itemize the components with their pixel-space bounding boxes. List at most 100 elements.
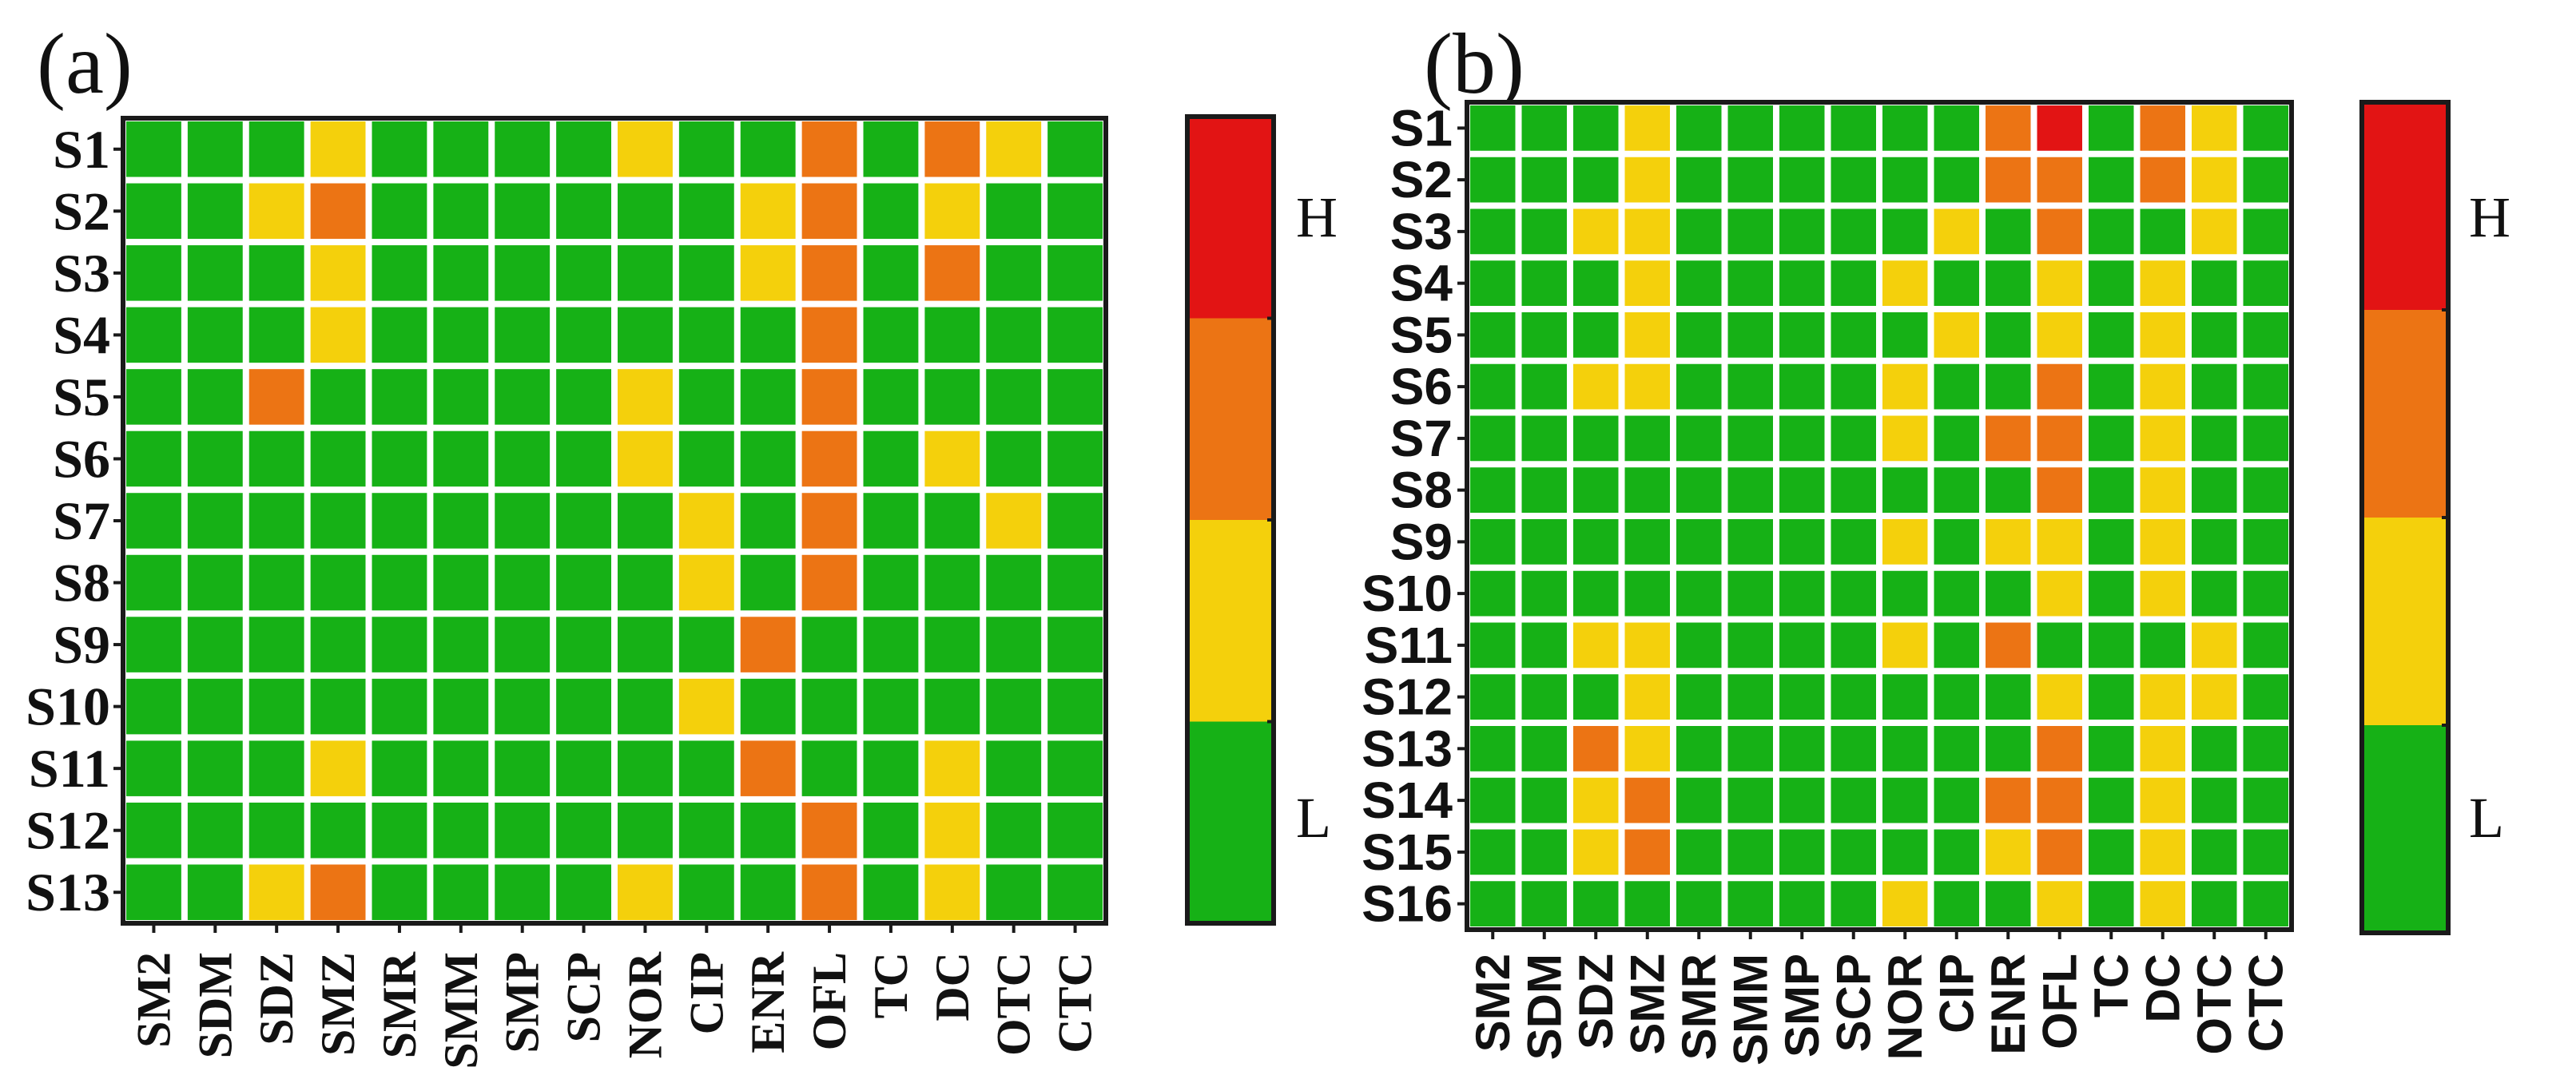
heatmap-cell bbox=[1779, 467, 1825, 513]
heatmap-cell bbox=[1047, 430, 1103, 487]
heatmap-cell bbox=[1986, 363, 2031, 410]
heatmap-cell bbox=[1470, 208, 1516, 255]
heatmap-cell bbox=[678, 430, 734, 487]
heatmap-cell bbox=[618, 430, 673, 487]
heatmap-cell bbox=[310, 802, 366, 859]
heatmap-cell bbox=[2243, 105, 2288, 151]
heatmap-cell bbox=[1727, 622, 1773, 668]
heatmap-cell bbox=[1047, 121, 1103, 177]
heatmap-cell bbox=[310, 554, 366, 611]
heatmap-cell bbox=[801, 864, 857, 920]
heatmap-cell bbox=[924, 307, 980, 363]
heatmap-cell bbox=[556, 678, 611, 735]
heatmap-cell bbox=[433, 183, 489, 240]
heatmap-cell bbox=[1727, 415, 1773, 462]
column-label: SMM bbox=[435, 952, 487, 1069]
heatmap-border bbox=[1465, 100, 2294, 932]
heatmap-cell bbox=[1779, 519, 1825, 565]
heatmap-cell bbox=[126, 554, 181, 611]
heatmap-cell bbox=[495, 121, 551, 177]
heatmap-cell bbox=[2243, 726, 2288, 772]
colorbar-high-label: H bbox=[2469, 185, 2510, 249]
heatmap-cell bbox=[924, 121, 980, 177]
heatmap-cell bbox=[2037, 881, 2082, 926]
heatmap-cell bbox=[986, 493, 1042, 549]
heatmap-cell bbox=[1470, 777, 1516, 823]
heatmap-cell bbox=[1882, 467, 1928, 513]
heatmap-cell bbox=[187, 802, 243, 859]
heatmap-cell bbox=[1470, 519, 1516, 565]
heatmap-cell bbox=[1934, 726, 1979, 772]
heatmap-cell bbox=[740, 740, 796, 796]
heatmap-cell bbox=[1986, 312, 2031, 358]
heatmap-cell bbox=[924, 864, 980, 920]
heatmap-cell bbox=[1573, 622, 1619, 668]
heatmap-cell bbox=[1047, 617, 1103, 672]
heatmap-cell bbox=[1934, 570, 1979, 617]
heatmap-cell bbox=[433, 245, 489, 301]
heatmap-cell bbox=[1047, 307, 1103, 363]
heatmap-cell bbox=[248, 617, 304, 672]
heatmap-cell bbox=[1047, 864, 1103, 920]
row-label: S7 bbox=[1390, 410, 1453, 467]
heatmap-cell bbox=[678, 617, 734, 672]
heatmap-cell bbox=[1521, 415, 1567, 462]
heatmap-cell bbox=[495, 307, 551, 363]
heatmap-cell bbox=[1624, 105, 1670, 151]
heatmap-cell bbox=[187, 183, 243, 240]
row-label: S11 bbox=[1365, 617, 1453, 674]
column-label: CIP bbox=[1930, 954, 1983, 1033]
heatmap-cell bbox=[863, 245, 919, 301]
heatmap-cell bbox=[1934, 777, 1979, 823]
heatmap-cell bbox=[495, 864, 551, 920]
heatmap-cell bbox=[1521, 881, 1567, 926]
column-label: SMR bbox=[373, 951, 426, 1058]
row-label: S9 bbox=[1390, 513, 1453, 570]
heatmap-cell bbox=[433, 369, 489, 425]
heatmap-cell bbox=[1676, 622, 1722, 668]
heatmap-cell bbox=[1521, 208, 1567, 255]
heatmap-cell bbox=[986, 307, 1042, 363]
heatmap-cell bbox=[1521, 260, 1567, 306]
heatmap-cell bbox=[1573, 260, 1619, 306]
heatmap-cell bbox=[2192, 829, 2237, 875]
heatmap-cell bbox=[1470, 467, 1516, 513]
heatmap-cell bbox=[1831, 415, 1876, 462]
heatmap-cell bbox=[248, 554, 304, 611]
heatmap-cell bbox=[310, 430, 366, 487]
heatmap-cell bbox=[618, 307, 673, 363]
heatmap-cell bbox=[2140, 260, 2185, 306]
heatmap-cell bbox=[2089, 105, 2134, 151]
heatmap-cell bbox=[248, 678, 304, 735]
column-label: OTC bbox=[988, 952, 1040, 1056]
row-label: S12 bbox=[26, 800, 110, 861]
heatmap-cell bbox=[1986, 622, 2031, 668]
heatmap-cell bbox=[2192, 622, 2237, 668]
heatmap-cell bbox=[2243, 570, 2288, 617]
heatmap-cell bbox=[2243, 260, 2288, 306]
heatmap-cell bbox=[1779, 260, 1825, 306]
row-label: S5 bbox=[53, 367, 110, 427]
heatmap-cell bbox=[2037, 674, 2082, 720]
heatmap-cell bbox=[1470, 260, 1516, 306]
heatmap-cell bbox=[2192, 312, 2237, 358]
heatmap-cell bbox=[372, 802, 427, 859]
heatmap-cell bbox=[1882, 674, 1928, 720]
heatmap-cell bbox=[1521, 674, 1567, 720]
heatmap-cell bbox=[1624, 157, 1670, 203]
heatmap-cell bbox=[1573, 674, 1619, 720]
column-label: ENR bbox=[741, 951, 794, 1053]
heatmap-cell bbox=[248, 864, 304, 920]
heatmap-cell bbox=[1624, 726, 1670, 772]
heatmap-cell bbox=[2192, 208, 2237, 255]
heatmap-cell bbox=[1624, 777, 1670, 823]
heatmap-cell bbox=[863, 678, 919, 735]
heatmap-cell bbox=[2089, 260, 2134, 306]
heatmap-cell bbox=[2192, 363, 2237, 410]
heatmap-cell bbox=[1831, 570, 1876, 617]
heatmap-cell bbox=[1934, 674, 1979, 720]
heatmap-cell bbox=[1882, 260, 1928, 306]
heatmap-cell bbox=[1779, 777, 1825, 823]
column-label: OTC bbox=[2188, 954, 2241, 1055]
